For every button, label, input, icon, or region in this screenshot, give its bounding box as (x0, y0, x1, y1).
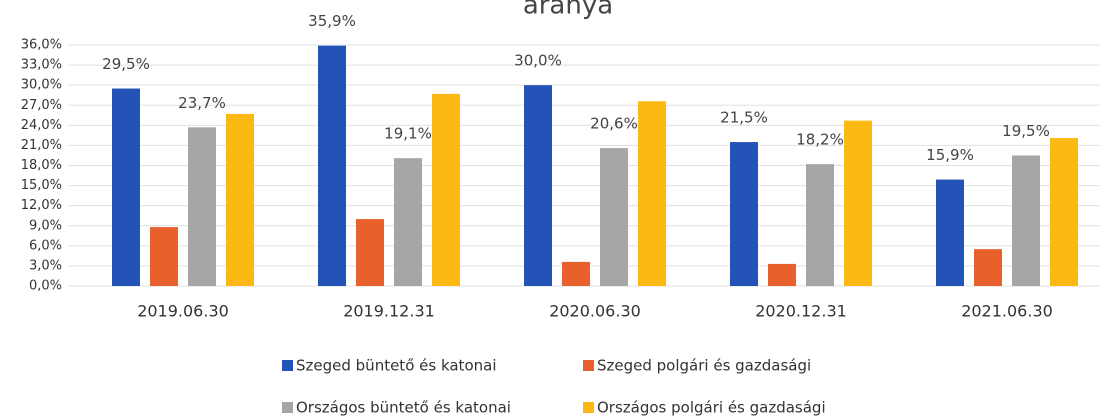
value-label: 23,7% (178, 94, 226, 112)
bar (524, 85, 552, 287)
bar (806, 164, 834, 286)
bar (318, 45, 346, 286)
bar (394, 158, 422, 286)
y-tick-label: 21,0% (21, 138, 62, 153)
y-tick-label: 3,0% (29, 258, 62, 273)
x-tick-label: 2021.06.30 (961, 302, 1053, 321)
bar (1050, 138, 1078, 286)
bar (188, 127, 216, 286)
legend-swatch (583, 402, 594, 413)
y-tick-label: 36,0% (21, 38, 62, 53)
bar (936, 179, 964, 286)
value-label: 19,5% (1002, 122, 1050, 140)
value-label: 21,5% (720, 109, 768, 127)
bar (112, 88, 140, 286)
legend-swatch (282, 360, 293, 371)
y-tick-label: 9,0% (29, 218, 62, 233)
value-label: 29,5% (102, 55, 150, 73)
y-tick-label: 30,0% (21, 78, 62, 93)
x-tick-label: 2019.06.30 (137, 302, 229, 321)
y-tick-label: 15,0% (21, 178, 62, 193)
x-tick-label: 2019.12.31 (343, 302, 435, 321)
y-tick-label: 0,0% (29, 279, 62, 294)
legend-label: Szeged büntető és katonai (296, 357, 497, 375)
y-tick-label: 27,0% (21, 98, 62, 113)
x-tick-label: 2020.12.31 (755, 302, 847, 321)
bar (432, 93, 460, 286)
bar (638, 101, 666, 286)
bar (1012, 155, 1040, 286)
legend-label: Szeged polgári és gazdasági (597, 357, 811, 375)
bar (356, 219, 384, 286)
y-tick-label: 6,0% (29, 238, 62, 253)
y-tick-label: 33,0% (21, 58, 62, 73)
value-label: 19,1% (384, 125, 432, 143)
value-label: 15,9% (926, 146, 974, 164)
legend-swatch (282, 402, 293, 413)
bar (600, 148, 628, 286)
legend-label: Országos büntető és katonai (296, 399, 511, 417)
bar (844, 120, 872, 287)
bar (768, 263, 796, 286)
legend-label: Országos polgári és gazdasági (597, 399, 826, 417)
bar (226, 113, 254, 286)
chart-title: aránya (523, 0, 613, 21)
bar (562, 261, 590, 286)
value-label: 18,2% (796, 131, 844, 149)
y-tick-label: 24,0% (21, 118, 62, 133)
value-label: 35,9% (308, 12, 356, 30)
bar (974, 249, 1002, 286)
y-tick-label: 18,0% (21, 158, 62, 173)
y-tick-label: 12,0% (21, 198, 62, 213)
value-label: 20,6% (590, 115, 638, 133)
bar (730, 142, 758, 286)
legend-swatch (583, 360, 594, 371)
bar (150, 227, 178, 286)
value-label: 30,0% (514, 52, 562, 70)
x-tick-label: 2020.06.30 (549, 302, 641, 321)
